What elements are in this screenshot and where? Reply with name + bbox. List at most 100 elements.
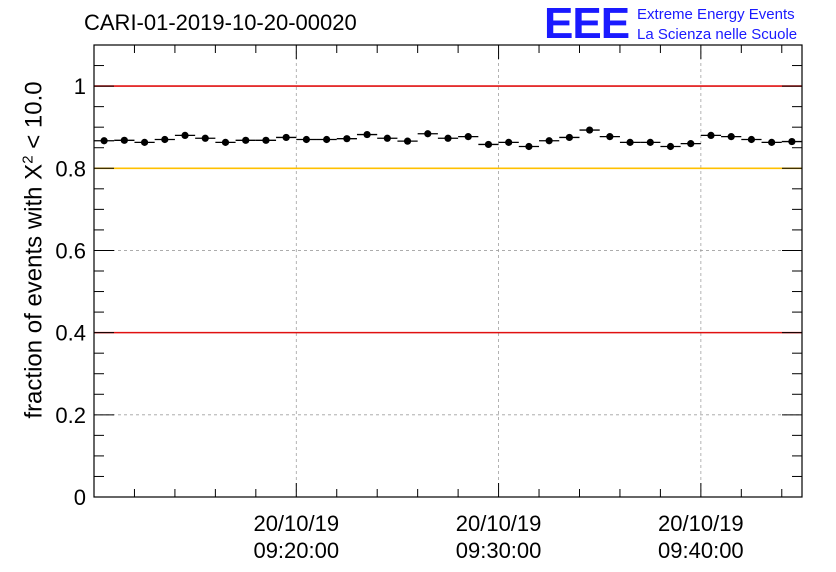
data-point	[377, 134, 398, 142]
x-tick-label-time: 09:40:00	[658, 538, 744, 563]
y-axis-label: fraction of events with X2 < 10.0	[20, 81, 49, 418]
data-point-marker	[646, 138, 654, 146]
data-point	[518, 142, 540, 151]
data-point-marker	[242, 136, 250, 144]
data-point-marker	[586, 126, 594, 134]
data-point-marker	[161, 135, 169, 144]
data-point	[316, 135, 337, 144]
data-point-marker	[181, 131, 189, 139]
data-point-marker	[545, 137, 553, 145]
data-point	[437, 134, 459, 142]
data-point	[599, 133, 620, 141]
y-tick-label: 0.2	[55, 403, 86, 428]
data-point-marker	[120, 136, 128, 144]
logo-line-1: Extreme Energy Events	[637, 6, 795, 23]
data-point	[559, 133, 580, 142]
data-point	[498, 138, 519, 146]
y-axis-label-symbol: X	[20, 163, 48, 180]
data-point	[336, 135, 357, 143]
y-tick-label: 0.4	[55, 321, 86, 346]
data-point	[94, 137, 115, 145]
data-point	[680, 140, 701, 148]
eee-logo-text: Extreme Energy Events La Scienza nelle S…	[637, 5, 797, 45]
data-point-marker	[464, 133, 472, 141]
grid-lines	[94, 45, 802, 497]
x-tick-label-date: 20/10/19	[658, 511, 744, 536]
data-point	[700, 131, 722, 139]
eee-logo-mark: EEE	[544, 0, 630, 48]
data-point	[619, 138, 641, 146]
data-point-marker	[140, 138, 149, 146]
data-point-marker	[626, 138, 634, 146]
data-point	[114, 136, 135, 144]
axis-ticks	[93, 44, 802, 498]
data-point-marker	[768, 138, 776, 146]
data-point-marker	[201, 134, 209, 142]
data-point-marker	[323, 135, 331, 144]
data-point-marker	[403, 137, 412, 145]
x-tick-labels: 20/10/1909:20:0020/10/1909:30:0020/10/19…	[253, 511, 743, 563]
data-point-marker	[363, 130, 371, 139]
x-tick-label-date: 20/10/19	[253, 511, 339, 536]
logo-line-2: La Scienza nelle Scuole	[637, 26, 798, 43]
data-point-marker	[424, 130, 432, 138]
y-axis-label-prefix: fraction of events with	[20, 179, 48, 419]
eee-logo: EEE Extreme Energy Events La Scienza nel…	[544, 0, 797, 48]
data-point	[660, 142, 681, 151]
data-point	[397, 137, 418, 145]
data-point-marker	[484, 140, 493, 149]
data-point	[539, 137, 560, 145]
data-point	[356, 130, 378, 139]
y-tick-label: 0.6	[55, 238, 86, 263]
data-point	[741, 135, 762, 144]
data-point-marker	[221, 138, 230, 146]
data-point-marker	[788, 137, 796, 146]
data-points	[94, 126, 802, 151]
data-point	[195, 134, 216, 142]
data-point-marker	[666, 142, 675, 151]
plot-frame	[93, 44, 803, 498]
data-point-marker	[565, 133, 573, 142]
data-point	[154, 135, 175, 144]
chart-title: CARI-01-2019-10-20-00020	[84, 10, 357, 35]
data-point	[235, 136, 256, 144]
data-point	[761, 138, 782, 146]
data-point-marker	[343, 135, 351, 143]
data-point-marker	[383, 134, 391, 142]
data-point-marker	[282, 133, 290, 142]
y-axis-label-sup: 2	[19, 155, 37, 164]
y-axis-label-suffix: < 10.0	[20, 81, 48, 156]
data-point	[478, 140, 499, 149]
data-point-marker	[302, 135, 310, 144]
data-point	[215, 138, 236, 146]
data-point-marker	[687, 140, 695, 148]
y-tick-label: 0.8	[55, 156, 86, 181]
data-point-marker	[444, 134, 452, 142]
x-tick-label-time: 09:30:00	[456, 538, 542, 563]
y-tick-label: 0	[74, 485, 86, 510]
data-point-marker	[707, 131, 715, 139]
data-point	[579, 126, 600, 134]
data-point	[721, 133, 742, 141]
data-point-marker	[262, 136, 270, 144]
x-tick-label-time: 09:20:00	[253, 538, 339, 563]
x-tick-label-date: 20/10/19	[456, 511, 542, 536]
data-point-marker	[606, 133, 614, 141]
data-point-marker	[747, 135, 756, 144]
y-tick-labels: 0 0.2 0.4 0.6 0.8 1	[55, 74, 86, 510]
data-point	[276, 133, 297, 142]
data-point	[296, 135, 317, 144]
data-point	[174, 131, 196, 139]
reference-lines	[94, 85, 802, 334]
data-point-marker	[525, 142, 533, 151]
data-point	[134, 138, 155, 146]
data-point	[417, 130, 438, 138]
data-point	[458, 133, 479, 141]
data-point-marker	[727, 133, 735, 141]
data-point-marker	[505, 138, 513, 146]
data-point	[781, 137, 802, 146]
